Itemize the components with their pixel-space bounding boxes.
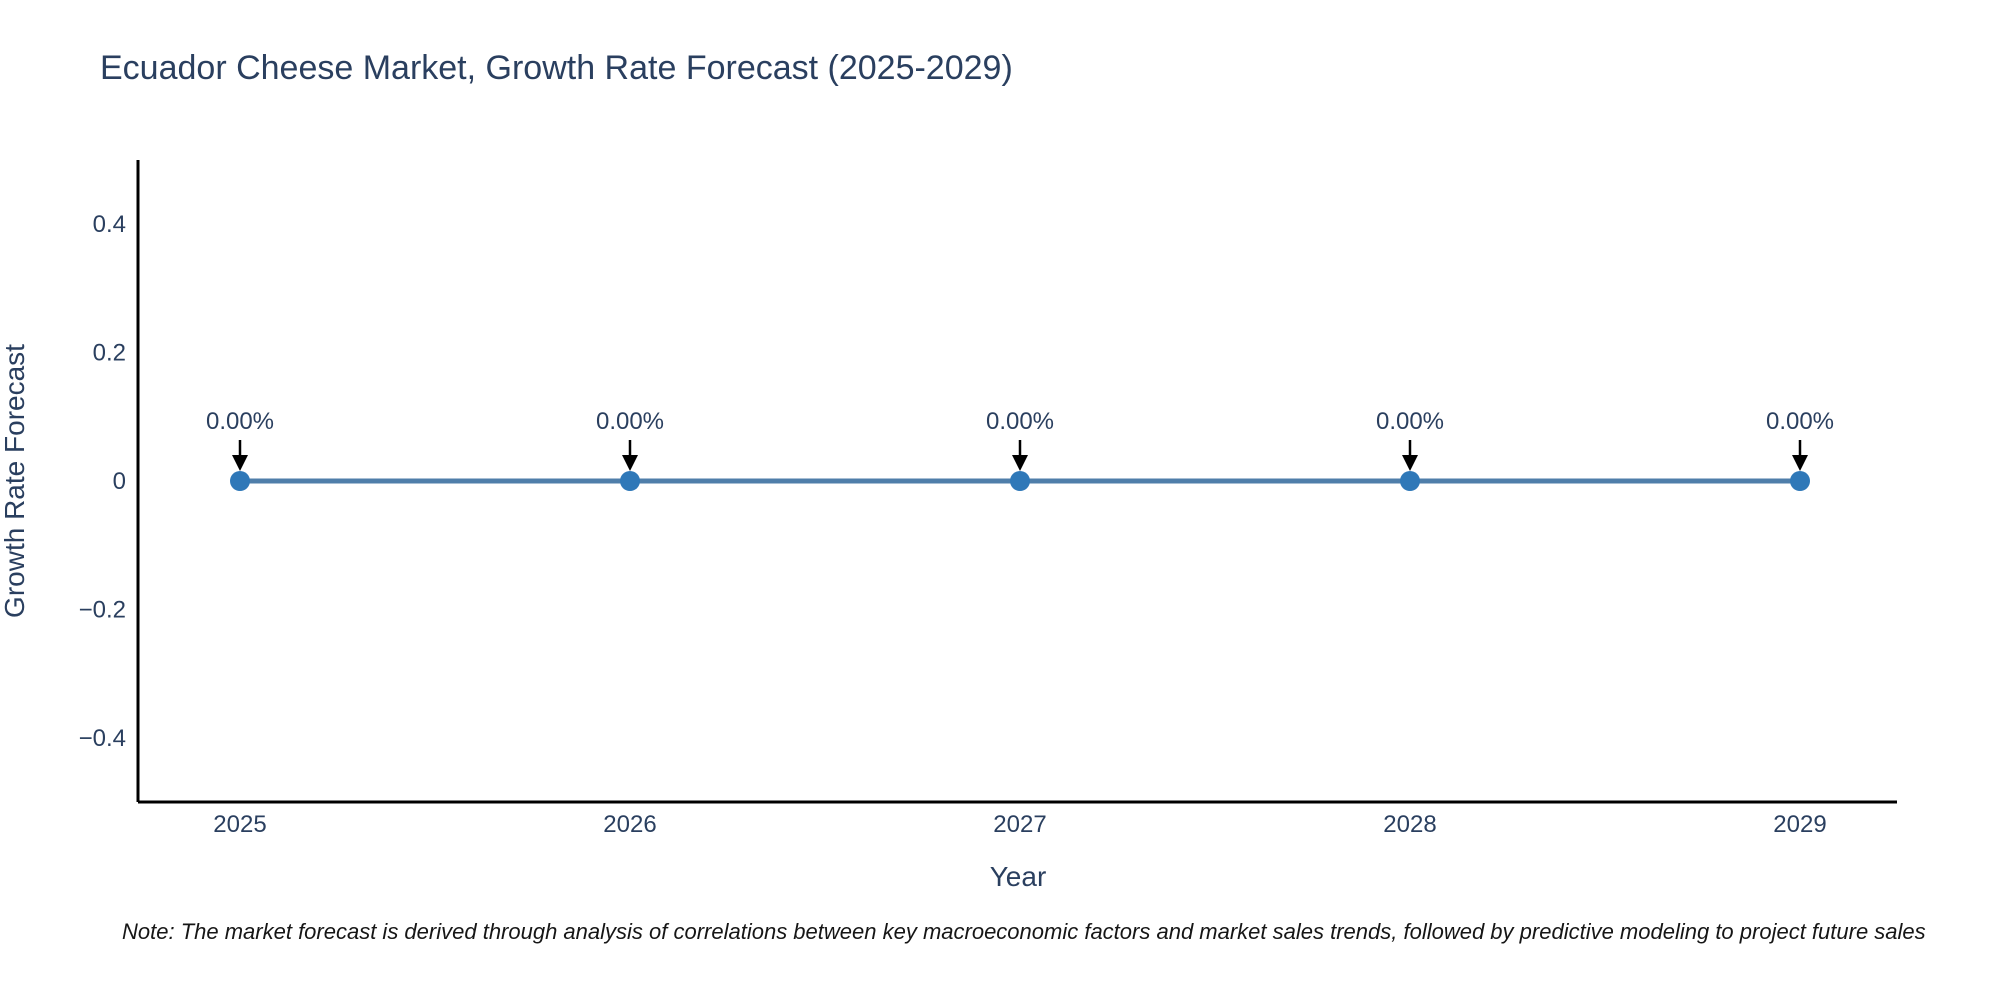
data-point-label: 0.00% xyxy=(206,408,274,435)
y-tick-label: 0.2 xyxy=(93,340,126,367)
data-point-marker xyxy=(620,471,640,491)
x-axis-title: Year xyxy=(990,861,1047,892)
x-tick-label: 2028 xyxy=(1383,811,1436,838)
y-tick-label: 0.4 xyxy=(93,211,126,238)
annotation-arrow-head xyxy=(1402,455,1418,471)
data-point-marker xyxy=(230,471,250,491)
data-point-label: 0.00% xyxy=(1766,408,1834,435)
data-point-label: 0.00% xyxy=(596,408,664,435)
methodology-note: Note: The market forecast is derived thr… xyxy=(122,919,1926,944)
x-tick-label: 2025 xyxy=(213,811,266,838)
x-tick-label: 2026 xyxy=(603,811,656,838)
y-axis-title: Growth Rate Forecast xyxy=(0,344,30,618)
y-tick-label: −0.2 xyxy=(79,596,126,623)
annotation-arrow-head xyxy=(232,455,248,471)
data-point-marker xyxy=(1790,471,1810,491)
annotation-arrow-head xyxy=(622,455,638,471)
x-tick-label: 2027 xyxy=(993,811,1046,838)
annotation-arrow-head xyxy=(1012,455,1028,471)
x-tick-label: 2029 xyxy=(1773,811,1826,838)
chart-title: Ecuador Cheese Market, Growth Rate Forec… xyxy=(100,49,1013,87)
data-point-marker xyxy=(1400,471,1420,491)
y-tick-label: 0 xyxy=(113,468,126,495)
annotation-arrow-head xyxy=(1792,455,1808,471)
data-point-label: 0.00% xyxy=(986,408,1054,435)
y-tick-label: −0.4 xyxy=(79,725,126,752)
data-point-marker xyxy=(1010,471,1030,491)
data-point-label: 0.00% xyxy=(1376,408,1444,435)
